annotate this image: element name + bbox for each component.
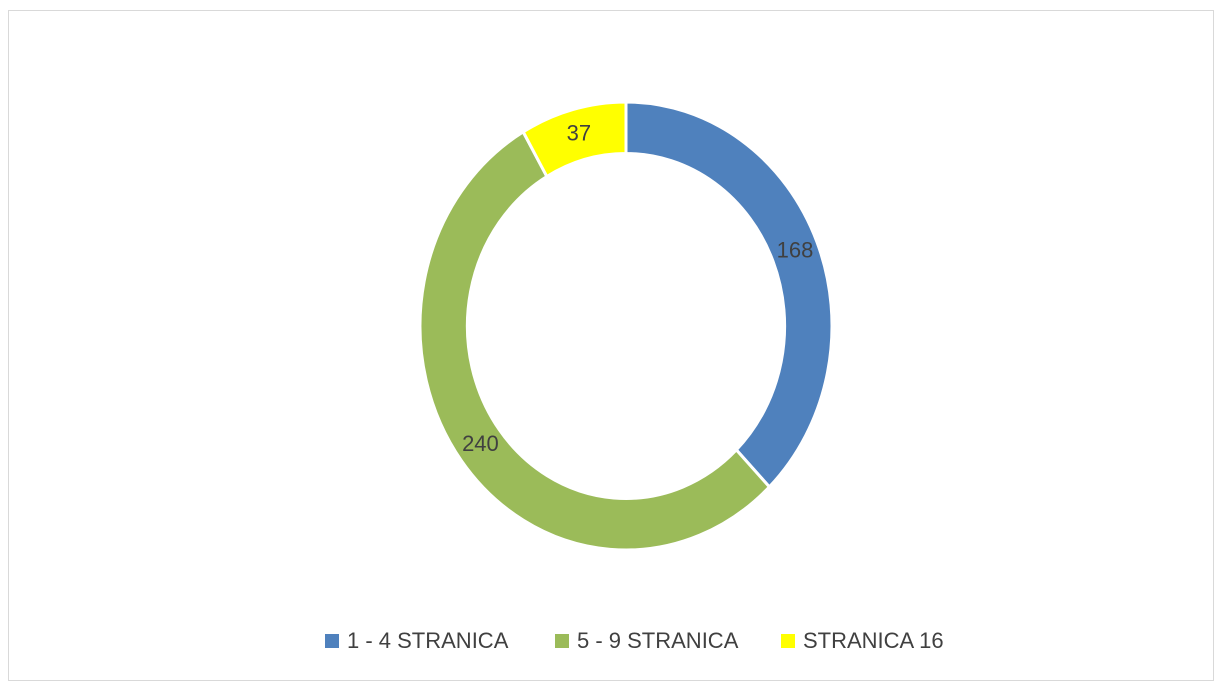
legend-swatch: [555, 634, 569, 648]
donut-segment: [624, 100, 834, 490]
legend-swatch: [325, 634, 339, 648]
legend-swatch: [781, 634, 795, 648]
legend-label: STRANICA 16: [803, 628, 944, 653]
data-label: 240: [462, 431, 499, 456]
donut-segment: [418, 129, 772, 552]
data-label: 168: [777, 237, 814, 262]
legend-label: 1 - 4 STRANICA: [347, 628, 509, 653]
data-label: 37: [567, 120, 591, 145]
donut-segment: [521, 100, 628, 179]
legend-label: 5 - 9 STRANICA: [577, 628, 739, 653]
